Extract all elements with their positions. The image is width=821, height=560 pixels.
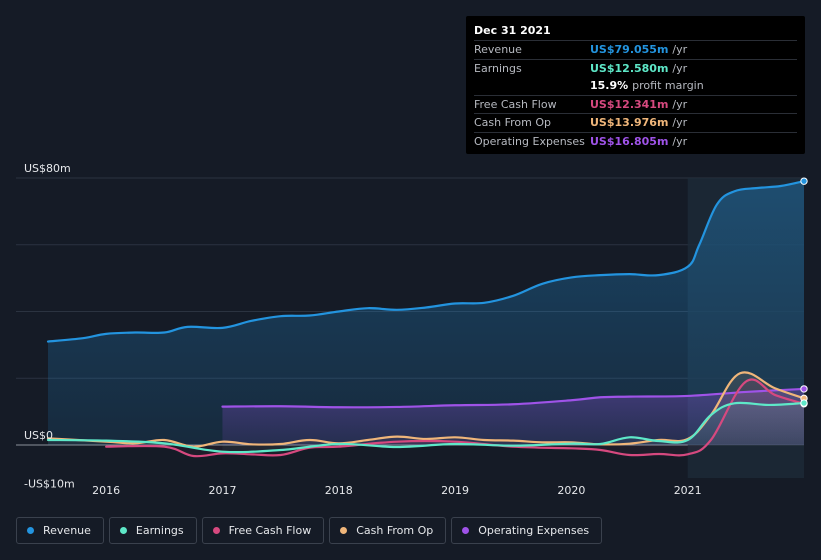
x-axis-labels: 2016 2017 2018 2019 2020 2021 [92, 484, 702, 497]
legend-dot-icon [212, 527, 220, 534]
legend-item-earnings[interactable]: Earnings [108, 517, 197, 544]
tooltip-unit: /yr [672, 43, 688, 56]
earnings-area [222, 402, 804, 452]
legend-item-revenue[interactable]: Revenue [16, 517, 104, 544]
x-tick-label: 2017 [208, 484, 236, 497]
tooltip-unit: /yr [672, 61, 688, 75]
tooltip-value: US$12.341m [590, 97, 669, 111]
legend-item-free-cash-flow[interactable]: Free Cash Flow [201, 517, 325, 544]
legend-label: Free Cash Flow [228, 524, 312, 537]
y-tick-label: US$0 [24, 429, 53, 442]
tooltip-unit: profit margin [632, 79, 704, 92]
x-tick-label: 2021 [674, 484, 702, 497]
tooltip-row: Operating Expenses US$16.805m/yr [474, 131, 797, 151]
tooltip-row: Revenue US$79.055m/yr [474, 40, 797, 59]
tooltip-row: 15.9% profit margin [474, 77, 797, 95]
tooltip-unit: /yr [672, 97, 688, 111]
operating-expenses-line [221, 387, 806, 409]
legend-label: Cash From Op [356, 524, 434, 537]
legend: Revenue Earnings Free Cash Flow Cash From O… [16, 517, 603, 544]
tooltip: Dec 31 2021 Revenue US$79.055m/yr Earnings… [466, 16, 805, 154]
legend-item-operating-expenses[interactable]: Operating Expenses [451, 517, 603, 544]
legend-label: Operating Expenses [478, 524, 590, 537]
x-tick-label: 2016 [92, 484, 120, 497]
tooltip-row: Cash From Op US$13.976m/yr [474, 113, 797, 132]
y-tick-label: US$80m [24, 162, 71, 175]
x-tick-label: 2019 [441, 484, 469, 497]
series-lines [46, 180, 806, 458]
tooltip-row: Free Cash Flow US$12.341m/yr [474, 94, 797, 114]
revenue-line [46, 180, 806, 343]
operating-expenses-end-marker [800, 385, 808, 393]
tooltip-value: US$12.580m [590, 61, 669, 75]
tooltip-value: US$16.805m [590, 134, 669, 148]
end-markers [800, 177, 808, 408]
tooltip-label: Earnings [474, 61, 522, 75]
tooltip-label: Cash From Op [474, 116, 552, 129]
earnings-line [46, 401, 806, 454]
legend-dot-icon [340, 527, 348, 534]
tooltip-unit: /yr [672, 134, 688, 148]
tooltip-label: Free Cash Flow [474, 97, 557, 111]
tooltip-row: Earnings US$12.580m/yr [474, 58, 797, 78]
legend-dot-icon [462, 527, 470, 534]
tooltip-label [474, 77, 590, 95]
y-tick-label: -US$10m [24, 477, 75, 490]
x-tick-label: 2020 [557, 484, 585, 497]
tooltip-label: Revenue [474, 43, 522, 56]
legend-label: Earnings [135, 524, 184, 537]
operating-expenses-area [222, 388, 804, 445]
x-tick-label: 2018 [325, 484, 353, 497]
tooltip-value: 15.9% [590, 79, 629, 92]
revenue-end-marker [800, 177, 808, 185]
tooltip-value: US$79.055m [590, 43, 669, 56]
tooltip-label: Operating Expenses [474, 134, 585, 148]
legend-dot-icon [119, 527, 127, 534]
tooltip-unit: /yr [672, 116, 688, 129]
y-axis-labels: US$80m US$0 -US$10m [24, 162, 75, 490]
legend-dot-icon [27, 527, 34, 534]
legend-item-cash-from-op[interactable]: Cash From Op [329, 517, 447, 544]
earnings-end-marker [800, 399, 808, 407]
revenue-area [48, 181, 804, 445]
tooltip-value: US$13.976m [590, 116, 669, 129]
tooltip-date: Dec 31 2021 [474, 24, 551, 37]
legend-label: Revenue [43, 524, 91, 537]
